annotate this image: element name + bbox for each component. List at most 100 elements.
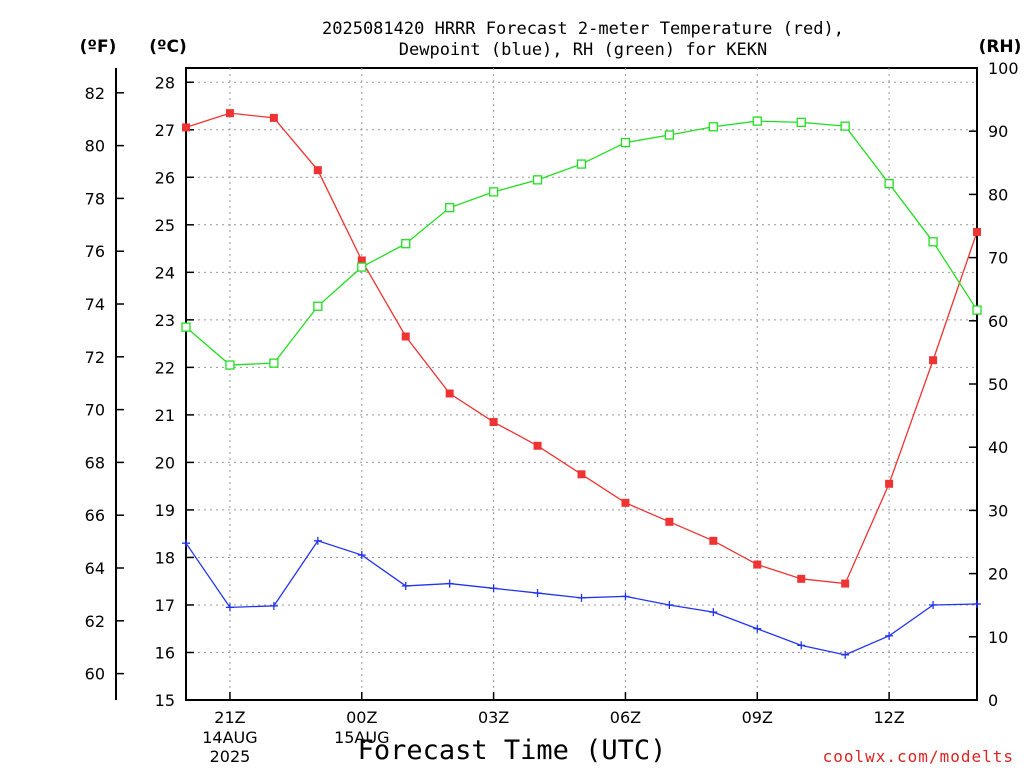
celsius-tick-label: 20 (155, 453, 175, 472)
dewpoint-point (269, 601, 278, 610)
rh-point (972, 305, 982, 315)
credit-text: coolwx.com/modelts (823, 747, 1014, 766)
rh-tick-label: 50 (988, 375, 1008, 394)
rh-tick-label: 100 (988, 59, 1019, 78)
fahrenheit-tick-label: 66 (85, 506, 105, 525)
temperature-point (929, 356, 938, 365)
rh-point (928, 237, 938, 247)
dewpoint-point (401, 581, 410, 590)
rh-line (185, 120, 978, 366)
chart-title-line2: Dewpoint (blue), RH (green) for KEKN (399, 40, 767, 60)
dewpoint-point (973, 600, 981, 609)
rh-point (752, 116, 762, 126)
celsius-tick-label: 21 (155, 406, 175, 425)
temperature-point (753, 560, 762, 569)
celsius-tick-label: 27 (155, 121, 175, 140)
rh-unit-label: (RH) (979, 37, 1022, 57)
temperature-point (269, 113, 278, 122)
x-tick-label: 06Z (610, 708, 641, 727)
temperature-point (182, 123, 190, 132)
fahrenheit-tick-label: 64 (85, 559, 105, 578)
celsius-unit-label: (ºC) (149, 37, 187, 57)
dewpoint-point (929, 600, 938, 609)
celsius-tick-label: 16 (155, 643, 175, 662)
temperature-point (841, 579, 850, 588)
celsius-tick-label: 26 (155, 168, 175, 187)
rh-tick-label: 60 (988, 312, 1008, 331)
x-tick-label: 00Z (346, 708, 377, 727)
rh-point (181, 322, 191, 332)
dewpoint-point (225, 603, 234, 612)
temperature-point (709, 536, 718, 545)
temperature-point (313, 166, 322, 175)
dewpoint-point (182, 539, 190, 548)
rh-point (357, 262, 367, 272)
temperature-point (357, 256, 366, 265)
dewpoint-point (357, 551, 366, 560)
rh-point (884, 179, 894, 189)
fahrenheit-tick-label: 62 (85, 612, 105, 631)
series-layer (181, 109, 982, 659)
temperature-point (665, 517, 674, 526)
x-tick-sublabel: 15AUG (334, 728, 389, 747)
dewpoint-point (841, 650, 850, 659)
dewpoint-point (445, 579, 454, 588)
celsius-tick-label: 22 (155, 358, 175, 377)
rh-point (445, 203, 455, 213)
rh-tick-label: 90 (988, 122, 1008, 141)
rh-tick-label: 10 (988, 628, 1008, 647)
rh-point (664, 130, 675, 140)
fahrenheit-tick-label: 72 (85, 348, 105, 367)
temperature-point (885, 479, 894, 488)
temperature-line (185, 112, 978, 585)
celsius-tick-label: 24 (155, 263, 175, 282)
fahrenheit-tick-label: 68 (85, 453, 105, 472)
x-tick-sublabel: 2025 (210, 747, 251, 766)
celsius-tick-label: 17 (155, 596, 175, 615)
dewpoint-point (489, 584, 498, 593)
rh-point (620, 137, 631, 148)
rh-point (576, 159, 587, 169)
fahrenheit-tick-label: 60 (85, 665, 105, 684)
rh-tick-label: 20 (988, 565, 1008, 584)
celsius-tick-label: 18 (155, 548, 175, 567)
celsius-tick-label: 15 (155, 691, 175, 710)
celsius-tick-label: 23 (155, 311, 175, 330)
dewpoint-point (313, 536, 322, 545)
temperature-point (533, 441, 542, 450)
dewpoint-point (621, 592, 630, 601)
dewpoint-point (665, 600, 674, 609)
temperature-point (797, 574, 806, 583)
dewpoint-point (797, 641, 806, 650)
fahrenheit-tick-label: 70 (85, 401, 105, 420)
rh-point (532, 175, 543, 185)
fahrenheit-tick-label: 74 (85, 295, 105, 314)
temperature-point (973, 227, 981, 236)
dewpoint-point (885, 631, 894, 640)
rh-point (401, 239, 411, 249)
rh-tick-label: 70 (988, 249, 1008, 268)
temperature-point (489, 418, 498, 427)
rh-point (313, 301, 323, 311)
rh-tick-label: 40 (988, 438, 1008, 457)
x-tick-sublabel: 14AUG (202, 728, 257, 747)
rh-tick-label: 0 (988, 691, 998, 710)
dewpoint-point (577, 593, 586, 602)
rh-point (225, 360, 235, 370)
fahrenheit-unit-label: (ºF) (80, 37, 117, 57)
rh-point (488, 187, 499, 197)
rh-tick-label: 80 (988, 185, 1008, 204)
fahrenheit-tick-label: 76 (85, 242, 105, 261)
x-tick-label: 09Z (742, 708, 773, 727)
rh-point (269, 358, 279, 368)
fahrenheit-tick-label: 82 (85, 84, 105, 103)
celsius-tick-label: 25 (155, 216, 175, 235)
rh-tick-label: 30 (988, 501, 1008, 520)
fahrenheit-tick-label: 78 (85, 189, 105, 208)
dewpoint-point (753, 624, 762, 633)
temperature-point (577, 470, 586, 479)
rh-point (708, 122, 718, 132)
temperature-point (401, 332, 410, 341)
